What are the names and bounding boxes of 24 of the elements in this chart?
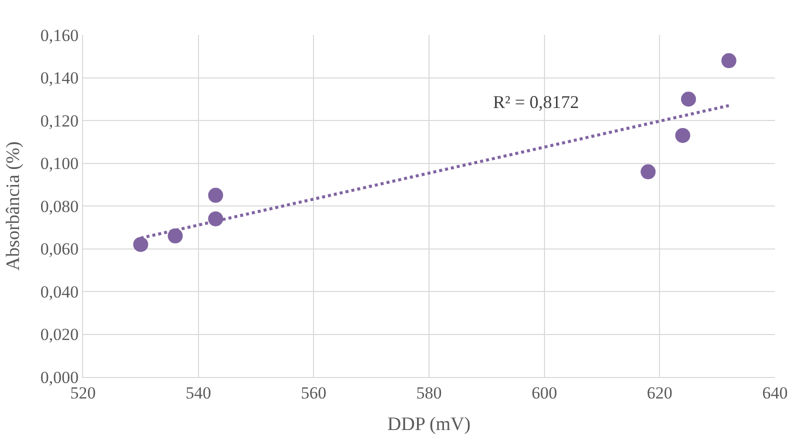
x-axis-title: DDP (mV) bbox=[387, 414, 471, 436]
x-tick-label: 640 bbox=[762, 383, 788, 402]
y-tick-label: 0,060 bbox=[40, 240, 79, 259]
y-tick-label: 0,020 bbox=[40, 325, 79, 344]
y-tick-label: 0,120 bbox=[40, 111, 79, 130]
point bbox=[168, 228, 183, 244]
point bbox=[640, 164, 656, 180]
point bbox=[675, 128, 690, 143]
x-tick-label: 580 bbox=[416, 383, 442, 402]
y-tick-label: 0,140 bbox=[40, 68, 79, 88]
x-tick-label: 540 bbox=[186, 383, 212, 402]
point bbox=[721, 53, 736, 68]
y-axis-title: Absorbância (%) bbox=[3, 141, 24, 271]
x-tick-label: 600 bbox=[532, 383, 558, 402]
y-tick-label: 0,160 bbox=[40, 26, 79, 45]
y-tick-label: 0,040 bbox=[40, 282, 79, 302]
point bbox=[208, 188, 224, 203]
y-tick-label: 0,080 bbox=[40, 196, 79, 216]
annotation: R² = 0,8172 bbox=[493, 92, 580, 112]
point bbox=[681, 92, 696, 107]
x-tick-label: 560 bbox=[300, 383, 326, 402]
y-tick-label: 0,100 bbox=[40, 154, 79, 174]
point bbox=[133, 236, 148, 252]
x-tick-label: 620 bbox=[646, 383, 672, 402]
